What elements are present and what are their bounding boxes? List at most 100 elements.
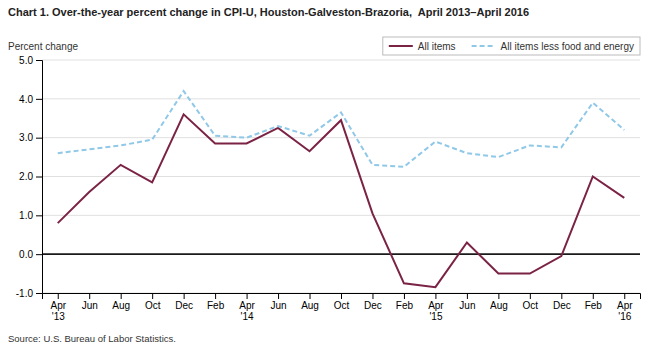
tick-mark	[310, 293, 311, 299]
tick-mark	[561, 293, 562, 299]
tick-label: Jun	[270, 300, 286, 311]
legend-item: All items less food and energy	[472, 41, 634, 52]
tick-mark	[593, 293, 594, 299]
tick-label: 2.0	[19, 171, 33, 182]
tick-label: Jun	[82, 300, 98, 311]
tick-mark	[36, 293, 42, 294]
tick-mark	[341, 293, 342, 299]
grid	[42, 60, 640, 293]
tick-mark	[624, 293, 625, 299]
tick-mark	[247, 293, 248, 299]
tick-mark	[435, 293, 436, 299]
tick-mark	[467, 293, 468, 299]
tick: Jun	[82, 293, 98, 311]
tick: Aug	[490, 293, 508, 311]
tick-mark	[36, 60, 42, 61]
axis-line	[36, 61, 43, 294]
axis-line	[43, 294, 641, 300]
tick-label: Oct	[334, 300, 350, 311]
series-line	[58, 114, 625, 287]
tick-label: Feb	[396, 300, 414, 311]
tick: Apr'14	[239, 293, 255, 322]
tick-mark	[36, 215, 42, 216]
tick: Aug	[301, 293, 319, 311]
grid-line	[42, 60, 640, 61]
tick-label: Oct	[145, 300, 161, 311]
tick-mark	[278, 293, 279, 299]
tick-mark	[498, 293, 499, 299]
grid-line	[42, 176, 640, 177]
tick-mark	[89, 293, 90, 299]
tick-mark	[372, 293, 373, 299]
grid-line	[42, 253, 640, 255]
legend-label: All items less food and energy	[501, 41, 634, 52]
tick-mark	[36, 99, 42, 100]
tick-label: Aug	[301, 300, 319, 311]
tick: Apr'16	[617, 293, 633, 322]
lines	[58, 91, 625, 287]
tick-mark	[152, 293, 153, 299]
plot: -1.0 0.0 1.0 2.0 3.0 4.0 5.0 Apr'13 Jun Aug Oct Dec…	[16, 55, 641, 322]
title: Chart 1. Over-the-year percent change in…	[8, 6, 529, 18]
tick: Apr'13	[50, 293, 66, 322]
tick-label: Feb	[207, 300, 225, 311]
tick: -1.0	[16, 288, 42, 299]
legend-swatch	[472, 45, 496, 47]
chart: Chart 1. Over-the-year percent change in…	[0, 0, 654, 347]
tick-label: Apr'16	[617, 300, 633, 322]
tick-label: Aug	[490, 300, 508, 311]
tick-label: Dec	[553, 300, 571, 311]
tick: Dec	[553, 293, 571, 311]
tick-label: Dec	[364, 300, 382, 311]
tick-label: Jun	[459, 300, 475, 311]
tick: Feb	[396, 293, 414, 311]
tick-mark	[36, 177, 42, 178]
series-line	[58, 91, 625, 167]
grid-line	[42, 215, 640, 216]
tick-label: Feb	[585, 300, 603, 311]
tick: Oct	[523, 293, 539, 311]
tick: 5.0	[19, 55, 42, 66]
tick-mark	[404, 293, 405, 299]
tick: 0.0	[19, 249, 42, 260]
tick-label: 0.0	[19, 249, 33, 260]
x-axis: Apr'13 Jun Aug Oct Dec Feb Apr'14 Jun Aug Oct Dec F…	[43, 293, 641, 322]
grid-line	[42, 98, 640, 99]
tick: Jun	[270, 293, 286, 311]
tick: Oct	[145, 293, 161, 311]
tick-label: -1.0	[16, 288, 34, 299]
tick-label: Apr'14	[239, 300, 255, 322]
legend-item: All items	[389, 41, 456, 52]
tick-label: Aug	[112, 300, 130, 311]
tick-label: 1.0	[19, 210, 33, 221]
tick: 3.0	[19, 132, 42, 143]
tick-mark	[121, 293, 122, 299]
legend-swatch	[389, 45, 413, 47]
tick: Feb	[585, 293, 603, 311]
tick-label: Oct	[523, 300, 539, 311]
tick-mark	[530, 293, 531, 299]
tick-label: 5.0	[19, 55, 33, 66]
tick-label: Apr'13	[50, 300, 66, 322]
tick: Oct	[334, 293, 350, 311]
source: Source: U.S. Bureau of Labor Statistics.	[8, 333, 176, 344]
legend-box	[383, 37, 640, 55]
legend: All items All items less food and energy	[383, 37, 640, 55]
y-axis-title: Percent change	[8, 41, 78, 52]
grid-line	[42, 137, 640, 138]
tick-label: Apr'15	[428, 300, 444, 322]
tick-mark	[36, 138, 42, 139]
tick-label: 4.0	[19, 94, 33, 105]
tick: Dec	[175, 293, 193, 311]
tick-mark	[184, 293, 185, 299]
tick: Aug	[112, 293, 130, 311]
tick-mark	[58, 293, 59, 299]
tick: 1.0	[19, 210, 42, 221]
tick: 4.0	[19, 94, 42, 105]
tick-mark	[215, 293, 216, 299]
tick: Jun	[459, 293, 475, 311]
tick: Feb	[207, 293, 225, 311]
tick-mark	[36, 254, 42, 255]
tick: 2.0	[19, 171, 42, 182]
legend-label: All items	[418, 41, 456, 52]
